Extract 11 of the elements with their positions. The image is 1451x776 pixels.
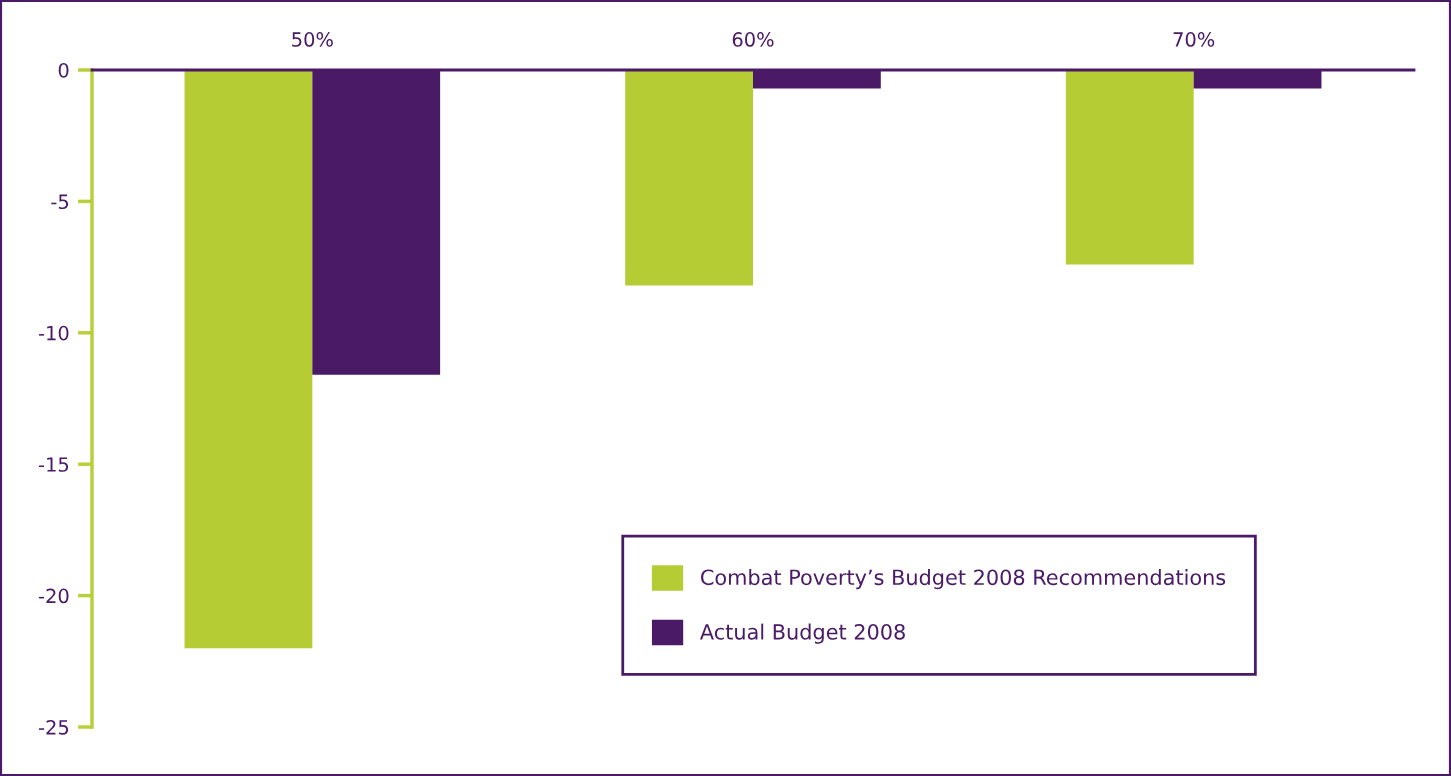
y-tick-label: 0 [58, 62, 69, 78]
x-tick-label: 70% [1173, 32, 1215, 47]
y-tick-label: -25 [38, 719, 69, 735]
legend-label: Combat Poverty’s Budget 2008 Recommendations [701, 569, 1226, 590]
x-tick-label: 60% [732, 32, 774, 47]
x-tick-label: 50% [292, 32, 333, 47]
y-tick-label: -5 [51, 194, 69, 210]
y-tick-label: -15 [38, 457, 69, 472]
y-tick-label: -20 [38, 588, 69, 604]
y-tick-label: -10 [38, 325, 69, 341]
legend-label: Actual Budget 2008 [700, 623, 905, 644]
